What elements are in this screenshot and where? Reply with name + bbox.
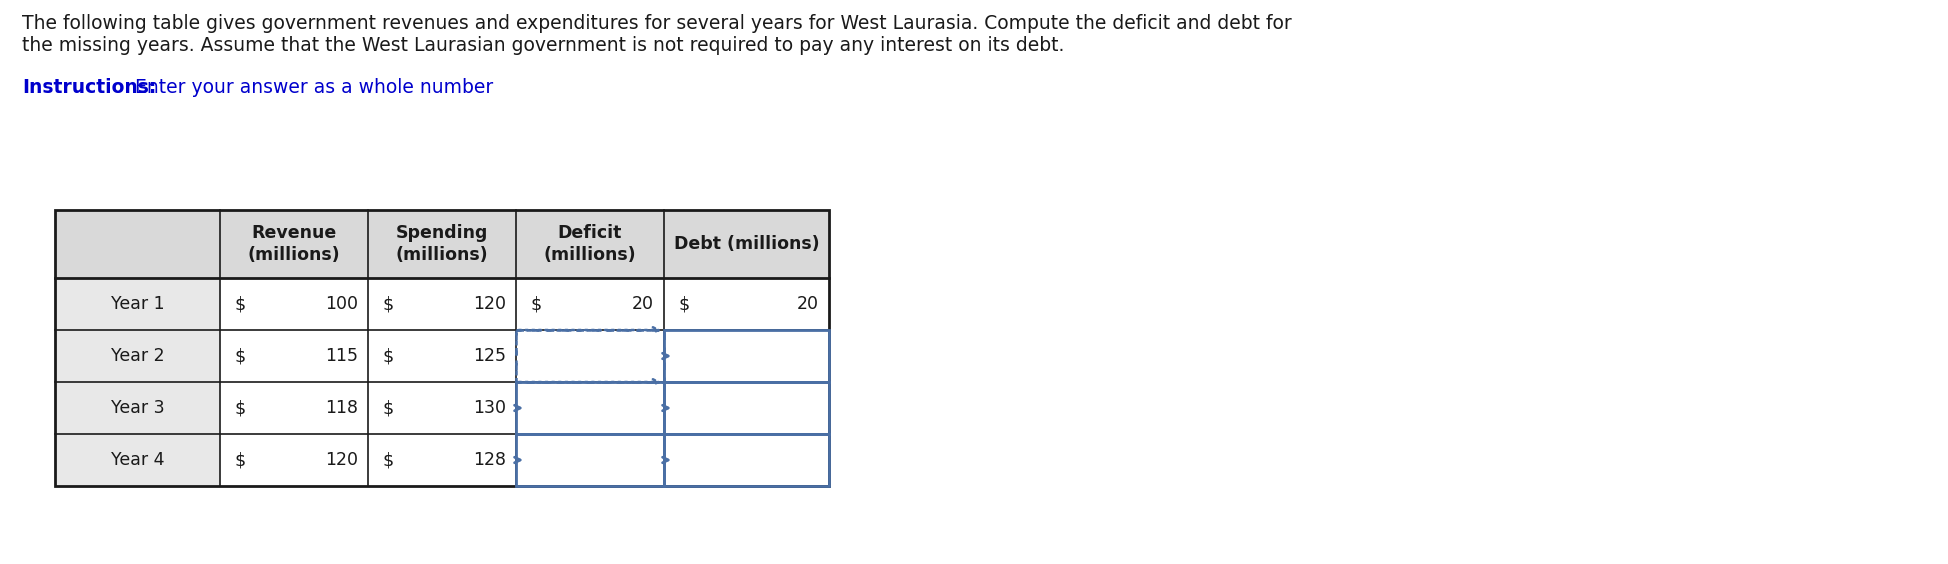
Bar bbox=[368, 434, 516, 486]
Bar bbox=[368, 330, 516, 382]
Text: 125: 125 bbox=[473, 347, 506, 365]
Bar bbox=[220, 278, 368, 330]
Bar bbox=[55, 330, 220, 382]
Text: Year 4: Year 4 bbox=[111, 451, 164, 469]
Text: $: $ bbox=[382, 451, 393, 469]
Text: 120: 120 bbox=[325, 451, 358, 469]
Text: $: $ bbox=[530, 295, 542, 313]
Bar bbox=[664, 278, 830, 330]
Bar bbox=[664, 382, 830, 434]
Text: Debt (millions): Debt (millions) bbox=[674, 235, 820, 253]
Bar bbox=[368, 278, 516, 330]
Bar bbox=[220, 434, 368, 486]
Text: $: $ bbox=[382, 399, 393, 417]
Text: $: $ bbox=[234, 347, 245, 365]
Bar bbox=[664, 330, 830, 382]
Bar bbox=[516, 434, 664, 486]
Text: $: $ bbox=[234, 295, 245, 313]
Text: 20: 20 bbox=[797, 295, 818, 313]
Bar bbox=[516, 330, 664, 382]
Text: Deficit
(millions): Deficit (millions) bbox=[543, 224, 637, 264]
Text: $: $ bbox=[678, 295, 690, 313]
Text: Year 3: Year 3 bbox=[111, 399, 164, 417]
Text: 128: 128 bbox=[473, 451, 506, 469]
Text: 118: 118 bbox=[325, 399, 358, 417]
Bar bbox=[55, 278, 220, 330]
Bar bbox=[220, 382, 368, 434]
Text: $: $ bbox=[382, 295, 393, 313]
Bar bbox=[55, 434, 220, 486]
Bar bbox=[664, 434, 830, 486]
Text: Enter your answer as a whole number: Enter your answer as a whole number bbox=[129, 78, 493, 97]
Bar bbox=[516, 330, 664, 382]
Bar bbox=[664, 382, 830, 434]
Bar bbox=[55, 210, 830, 486]
Bar bbox=[516, 278, 664, 330]
Text: 115: 115 bbox=[325, 347, 358, 365]
Bar bbox=[220, 330, 368, 382]
Text: the missing years. Assume that the West Laurasian government is not required to : the missing years. Assume that the West … bbox=[21, 36, 1064, 55]
Bar bbox=[516, 382, 664, 434]
Text: $: $ bbox=[234, 399, 245, 417]
Text: 120: 120 bbox=[473, 295, 506, 313]
Bar bbox=[516, 382, 664, 434]
Text: Spending
(millions): Spending (millions) bbox=[395, 224, 489, 264]
Text: The following table gives government revenues and expenditures for several years: The following table gives government rev… bbox=[21, 14, 1292, 33]
Bar bbox=[664, 330, 830, 382]
Text: $: $ bbox=[382, 347, 393, 365]
Bar bbox=[516, 434, 664, 486]
Text: 130: 130 bbox=[473, 399, 506, 417]
Text: $: $ bbox=[234, 451, 245, 469]
Text: Instructions:: Instructions: bbox=[21, 78, 156, 97]
Bar bbox=[55, 382, 220, 434]
Bar bbox=[55, 210, 830, 278]
Bar bbox=[664, 434, 830, 486]
Text: Year 1: Year 1 bbox=[111, 295, 164, 313]
Text: Revenue
(millions): Revenue (millions) bbox=[247, 224, 341, 264]
Text: Year 2: Year 2 bbox=[111, 347, 164, 365]
Bar bbox=[368, 382, 516, 434]
Text: 20: 20 bbox=[631, 295, 655, 313]
Text: 100: 100 bbox=[325, 295, 358, 313]
